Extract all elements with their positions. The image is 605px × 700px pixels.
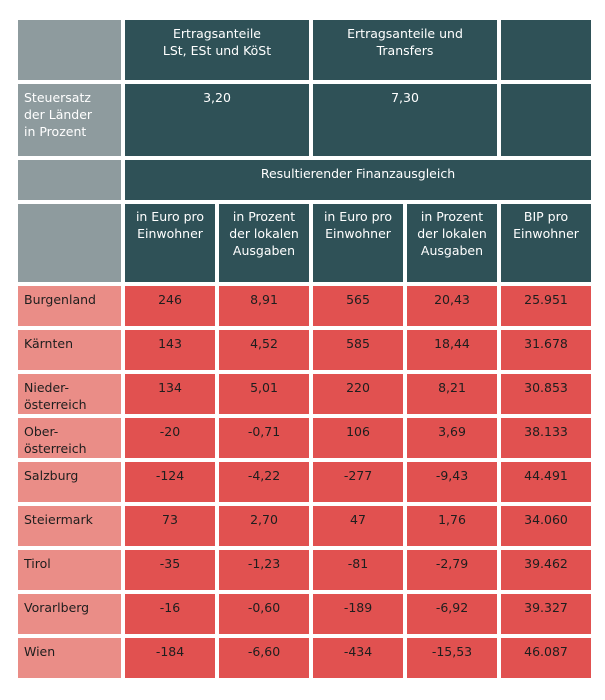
- column-header-prozent-1: in Prozent der lokalen Ausgaben: [219, 204, 309, 282]
- table-cell: 39.462: [501, 550, 591, 590]
- table-cell: 31.678: [501, 330, 591, 370]
- table-cell: 30.853: [501, 374, 591, 414]
- group-header-ertragsanteile-transfers: Ertragsanteile und Transfers: [313, 20, 497, 80]
- table-cell: 8,91: [219, 286, 309, 326]
- table-cell: -0,71: [219, 418, 309, 458]
- steuersatz-value-2: 7,30: [313, 84, 497, 156]
- table-cell: 2,70: [219, 506, 309, 546]
- table-cell: -6,92: [407, 594, 497, 634]
- table-cell: 565: [313, 286, 403, 326]
- row-label: Salzburg: [18, 462, 121, 502]
- table-cell: -277: [313, 462, 403, 502]
- row-label: Kärnten: [18, 330, 121, 370]
- table-cell: 38.133: [501, 418, 591, 458]
- table-cell: -16: [125, 594, 215, 634]
- table-cell: -184: [125, 638, 215, 678]
- column-header-bip: BIP pro Einwohner: [501, 204, 591, 282]
- table-cell: -1,23: [219, 550, 309, 590]
- row-label: Burgenland: [18, 286, 121, 326]
- steuersatz-label: Steuersatz der Länder in Prozent: [18, 84, 121, 156]
- table-cell: 246: [125, 286, 215, 326]
- table-cell: 44.491: [501, 462, 591, 502]
- column-header-prozent-2: in Prozent der lokalen Ausgaben: [407, 204, 497, 282]
- table-cell: -81: [313, 550, 403, 590]
- row-label: Tirol: [18, 550, 121, 590]
- table-cell: 220: [313, 374, 403, 414]
- table-cell: 8,21: [407, 374, 497, 414]
- table-cell: 25.951: [501, 286, 591, 326]
- table-cell: 143: [125, 330, 215, 370]
- table-cell: -4,22: [219, 462, 309, 502]
- header-corner-1: [18, 20, 121, 80]
- column-header-euro-1: in Euro pro Einwohner: [125, 204, 215, 282]
- table-cell: 18,44: [407, 330, 497, 370]
- table-cell: 585: [313, 330, 403, 370]
- table-cell: -9,43: [407, 462, 497, 502]
- table-cell: -35: [125, 550, 215, 590]
- table-cell: 134: [125, 374, 215, 414]
- table-cell: 5,01: [219, 374, 309, 414]
- table-cell: 106: [313, 418, 403, 458]
- table-cell: 46.087: [501, 638, 591, 678]
- row-label: Ober- österreich: [18, 418, 121, 458]
- row-label: Vorarlberg: [18, 594, 121, 634]
- table-cell: 39.327: [501, 594, 591, 634]
- resultierender-finanzausgleich-header: Resultierender Finanzausgleich: [125, 160, 591, 200]
- table-cell: -189: [313, 594, 403, 634]
- table-cell: 47: [313, 506, 403, 546]
- table-cell: 20,43: [407, 286, 497, 326]
- header-corner-2: [18, 160, 121, 200]
- steuersatz-blank: [501, 84, 591, 156]
- table-cell: -434: [313, 638, 403, 678]
- row-label: Nieder- österreich: [18, 374, 121, 414]
- table-cell: 73: [125, 506, 215, 546]
- table-cell: 4,52: [219, 330, 309, 370]
- table-cell: -2,79: [407, 550, 497, 590]
- table-cell: -124: [125, 462, 215, 502]
- row-label: Steiermark: [18, 506, 121, 546]
- group-header-blank: [501, 20, 591, 80]
- header-corner-3: [18, 204, 121, 282]
- table-cell: 3,69: [407, 418, 497, 458]
- table-cell: -6,60: [219, 638, 309, 678]
- table-cell: 1,76: [407, 506, 497, 546]
- finanzausgleich-table: Ertragsanteile LSt, ESt und KöSt Ertragsa…: [18, 20, 591, 678]
- column-header-euro-2: in Euro pro Einwohner: [313, 204, 403, 282]
- table-cell: -0,60: [219, 594, 309, 634]
- row-label: Wien: [18, 638, 121, 678]
- group-header-ertragsanteile-lst: Ertragsanteile LSt, ESt und KöSt: [125, 20, 309, 80]
- table-cell: 34.060: [501, 506, 591, 546]
- steuersatz-value-1: 3,20: [125, 84, 309, 156]
- table-cell: -15,53: [407, 638, 497, 678]
- table-cell: -20: [125, 418, 215, 458]
